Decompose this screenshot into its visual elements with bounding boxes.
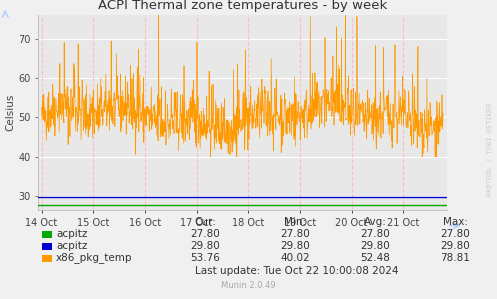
- Text: 53.76: 53.76: [190, 253, 220, 263]
- Text: Cur:: Cur:: [194, 217, 216, 227]
- Text: Avg:: Avg:: [364, 217, 387, 227]
- Text: x86_pkg_temp: x86_pkg_temp: [56, 253, 133, 263]
- Text: 52.48: 52.48: [360, 253, 390, 263]
- Text: Munin 2.0.49: Munin 2.0.49: [221, 280, 275, 289]
- Y-axis label: Celsius: Celsius: [5, 94, 15, 131]
- Text: Last update: Tue Oct 22 10:00:08 2024: Last update: Tue Oct 22 10:00:08 2024: [195, 266, 399, 276]
- Title: ACPI Thermal zone temperatures - by week: ACPI Thermal zone temperatures - by week: [98, 0, 387, 13]
- Text: RRDTOOL / TOBI OETIKER: RRDTOOL / TOBI OETIKER: [487, 103, 493, 196]
- Text: Max:: Max:: [442, 217, 468, 227]
- Text: 29.80: 29.80: [280, 241, 310, 251]
- Text: 29.80: 29.80: [440, 241, 470, 251]
- Text: 29.80: 29.80: [190, 241, 220, 251]
- Text: 27.80: 27.80: [360, 229, 390, 239]
- Text: 29.80: 29.80: [360, 241, 390, 251]
- Text: acpitz: acpitz: [56, 229, 87, 239]
- Text: acpitz: acpitz: [56, 241, 87, 251]
- Text: 27.80: 27.80: [190, 229, 220, 239]
- Text: 27.80: 27.80: [280, 229, 310, 239]
- Text: 27.80: 27.80: [440, 229, 470, 239]
- Text: 40.02: 40.02: [280, 253, 310, 263]
- Text: 78.81: 78.81: [440, 253, 470, 263]
- Text: Min:: Min:: [284, 217, 306, 227]
